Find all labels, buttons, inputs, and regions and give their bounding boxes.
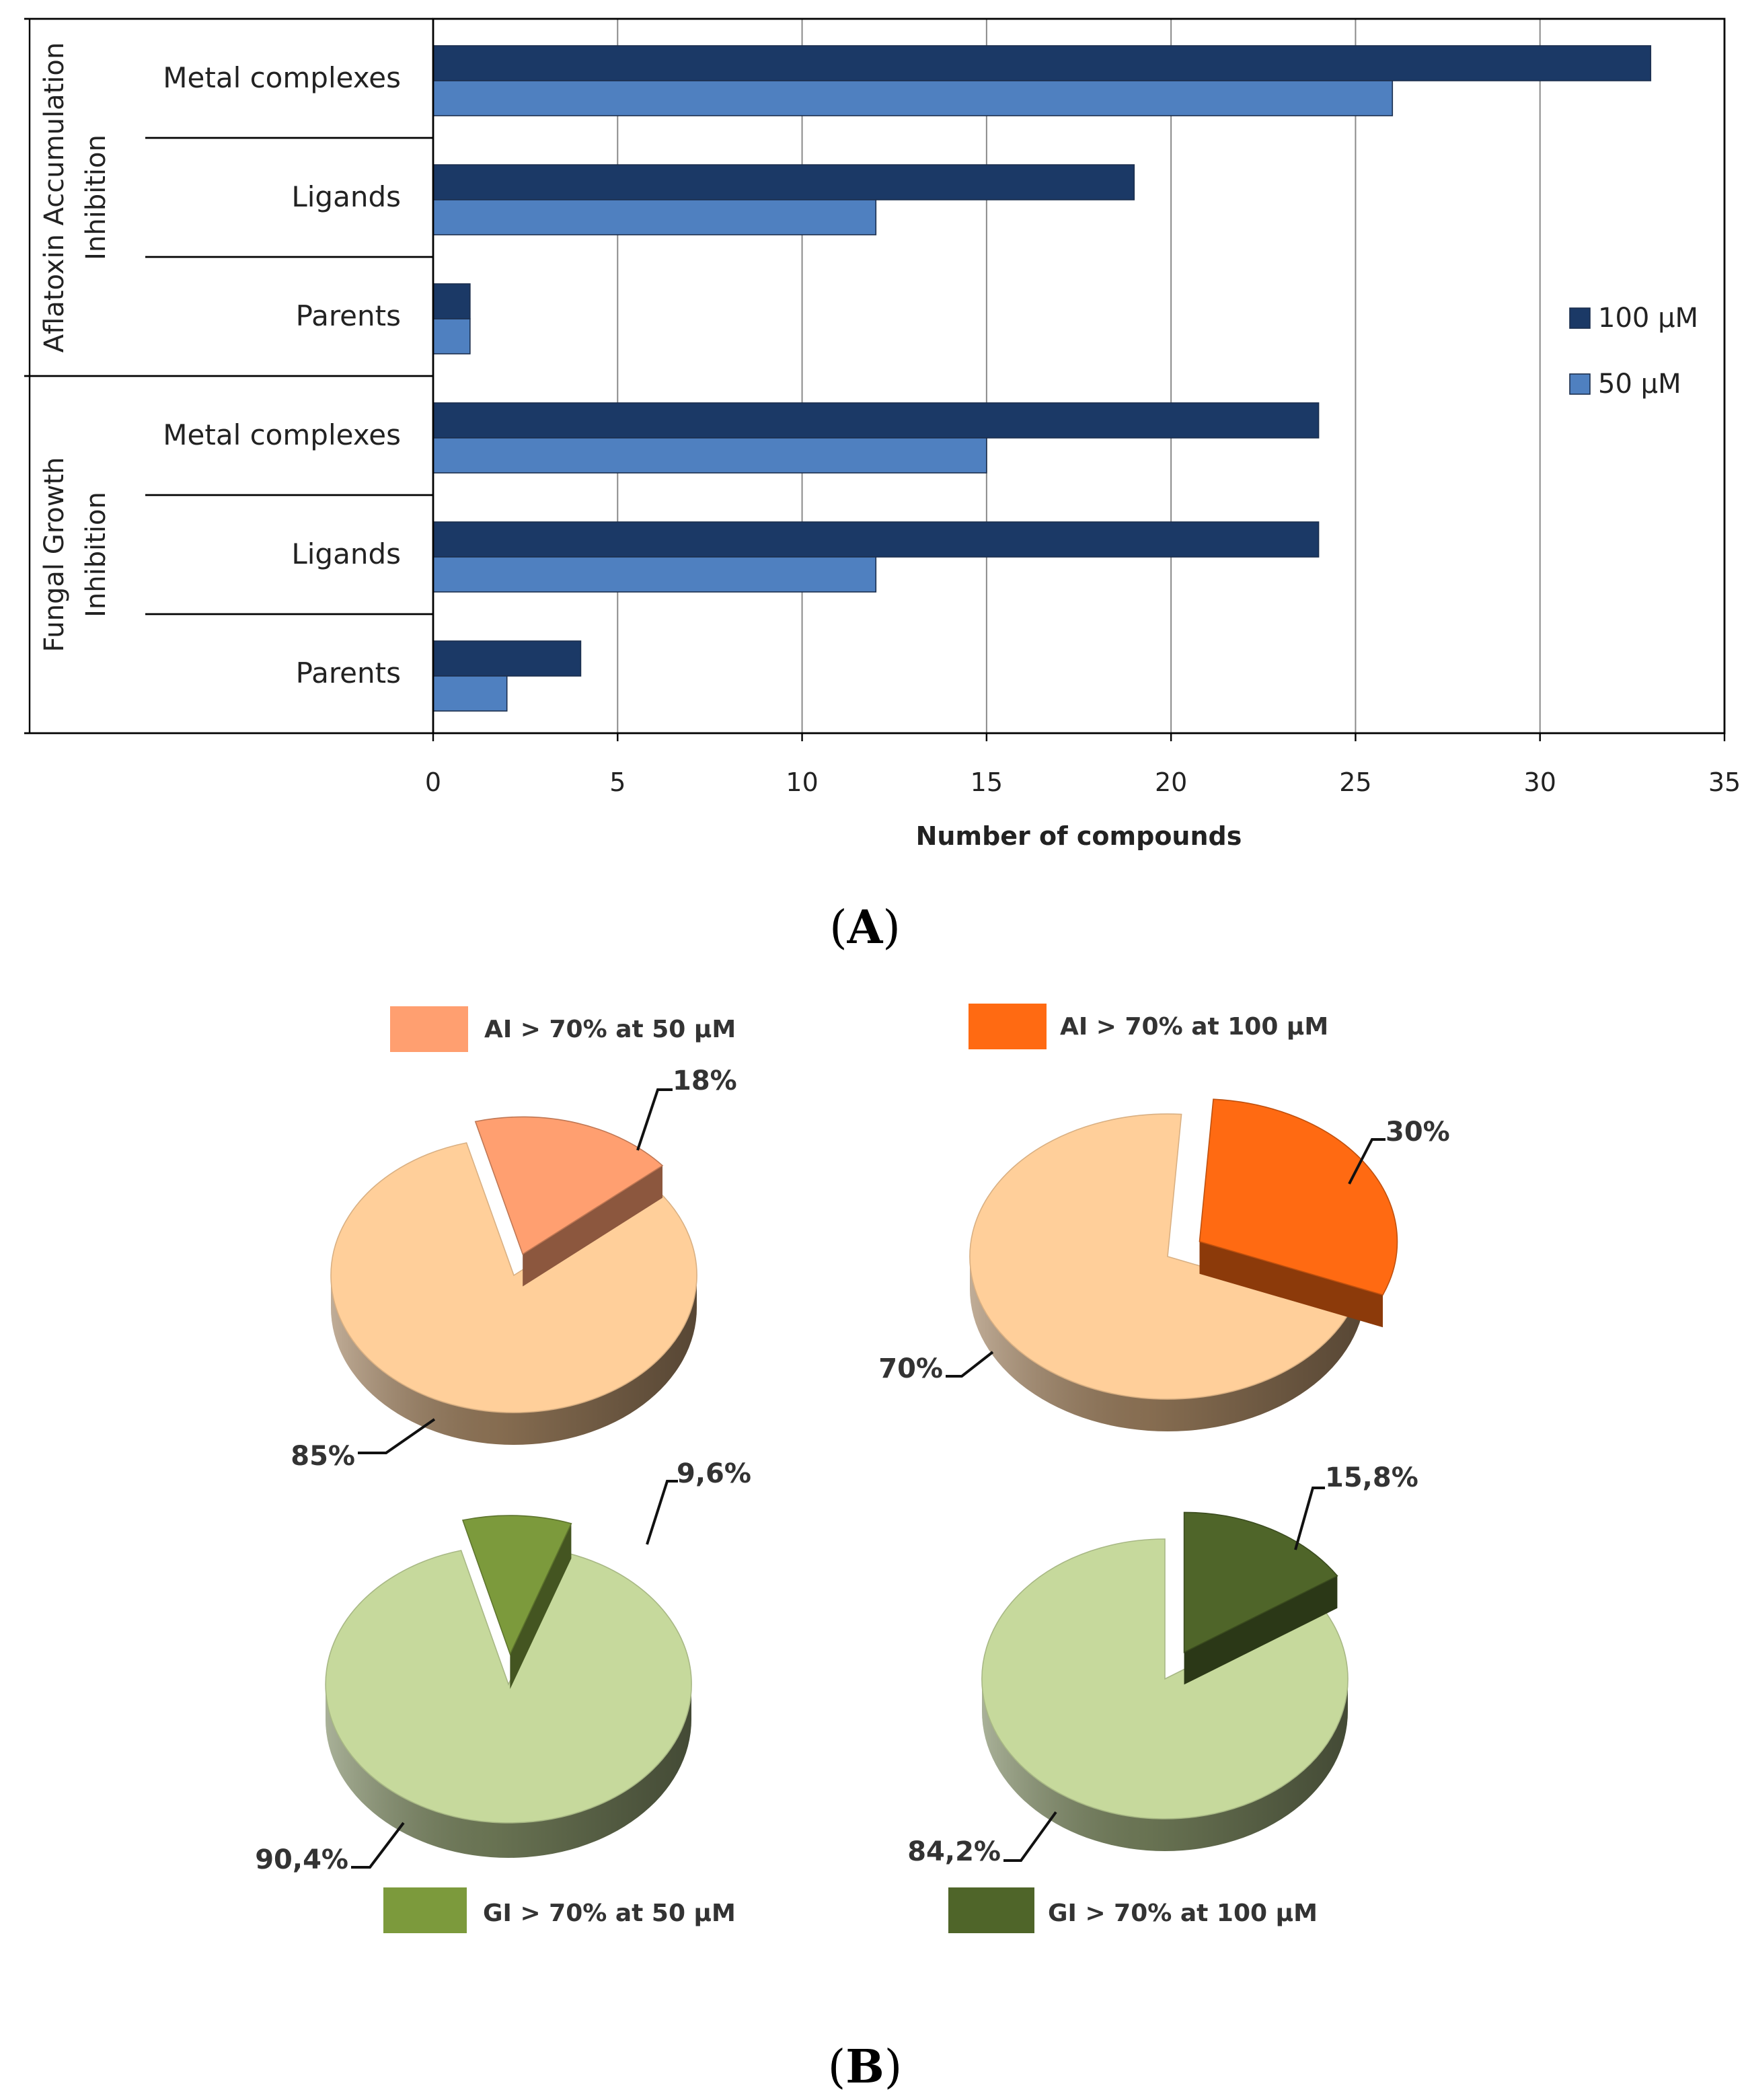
bar-50-row-2 [432,318,471,354]
x-tick-label: 25 [1339,767,1371,797]
leader-line [946,1351,994,1378]
x-tick-label: 30 [1524,767,1556,797]
pie-chart: 18% 85% AI > 70% at 50 µM [291,1006,737,1472]
bar-legend: 100 µM 50 µM [1569,303,1698,400]
pie-slice-accent-group [474,1116,664,1287]
leader-line [636,1088,673,1151]
pie-slice-main [325,1550,692,1824]
x-tick-label: 10 [786,767,818,797]
pie-slice-accent-group [1183,1511,1338,1685]
leader-line [1003,1811,1057,1862]
slice-label: 90,4% [255,1844,348,1875]
pie-slice-accent [1183,1511,1338,1653]
bar-50-row-3 [432,437,987,474]
bar-50-row-0 [432,80,1394,116]
pie-legend-label: GI > 70% at 100 µM [1048,1900,1318,1927]
group-label: Inhibition [81,492,112,617]
bar-100-row-3 [432,402,1320,439]
category-label: Metal complexes [163,61,401,94]
bar-100-row-5 [432,640,582,677]
bars [432,45,1652,712]
legend-label: 100 µM [1598,303,1698,334]
slice-label: 18% [673,1065,737,1096]
pie-slice-accent-side [510,1524,572,1690]
legend-swatch [1569,307,1591,329]
leader-line [646,1480,678,1545]
pie-depth-shade [970,1257,1365,1431]
slice-label: 15,8% [1325,1462,1418,1493]
category-label: Parents [296,299,401,332]
pie-legend-label: AI > 70% at 100 µM [1060,1013,1328,1041]
bar-50-row-5 [432,675,508,712]
x-axis-label: Number of compounds [916,821,1242,851]
pie-charts: 18% 85% AI > 70% at 50 µM 30% 70% AI > 70% at… [255,1004,1450,1933]
bar-100-row-4 [432,521,1320,558]
pie-slice-accent-side [1199,1241,1383,1328]
bar-chart: Metal complexes Ligands Parents Metal compl… [24,17,1741,851]
pie-legend-swatch [383,1887,467,1933]
plot-border [432,17,1726,735]
pie-legend-swatch [390,1006,468,1052]
pie-depth-shade [982,1679,1348,1851]
bar-50-row-4 [432,556,877,593]
pie-legend-label: GI > 70% at 50 µM [483,1900,736,1927]
panel-label-b: (B) [828,2040,903,2093]
group-labels: Aflatoxin Accumulation Inhibition Fungal G… [39,42,112,652]
pie-legend-label: AI > 70% at 50 µM [484,1016,736,1043]
pie-depth-shade [331,1275,697,1445]
pie-slice-accent-side [523,1165,662,1287]
x-tick-labels: 0 5 10 15 20 25 30 35 [425,767,1741,797]
slice-label: 84,2% [907,1836,1001,1867]
category-labels: Metal complexes Ligands Parents Metal compl… [163,61,401,689]
leader-line [1294,1487,1325,1550]
legend-label: 50 µM [1598,369,1681,400]
pie-chart: 30% 70% AI > 70% at 100 µM [878,1004,1450,1431]
x-tick-label: 15 [971,767,1003,797]
bar-100-row-0 [432,45,1652,81]
leader-line [351,1822,405,1869]
pie-chart: 9,6% 90,4% GI > 70% at 50 µM [255,1458,751,1933]
pie-slice-accent-side [1184,1575,1338,1685]
pie-slice-main [969,1113,1352,1400]
slice-label: 30% [1386,1117,1450,1148]
pie-legend-swatch [969,1004,1047,1049]
pie-slice-accent-group [1199,1098,1398,1328]
category-label: Parents [296,657,401,689]
pie-slice-accent [1199,1098,1398,1296]
panel-label-a: (A) [829,901,901,954]
pie-slice-main [330,1142,697,1413]
bar-100-row-1 [432,164,1135,200]
gridlines [617,19,1541,733]
x-tick-label: 35 [1708,767,1741,797]
group-label: Aflatoxin Accumulation [39,42,70,352]
bar-100-row-2 [432,283,471,320]
x-tick-label: 20 [1155,767,1187,797]
chart-frame [24,17,1726,741]
slice-label: 70% [878,1353,943,1384]
category-label: Metal complexes [163,418,401,451]
leader-line [1348,1138,1386,1185]
leader-line [358,1418,436,1454]
pie-chart: 15,8% 84,2% GI > 70% at 100 µM [907,1462,1418,1933]
pie-slice-accent [474,1116,664,1255]
group-label: Fungal Growth [39,457,70,652]
pie-depth-shade [326,1684,691,1858]
category-label: Ligands [291,180,401,213]
category-label: Ligands [291,537,401,570]
slice-label: 85% [291,1441,355,1472]
pie-legend-swatch [948,1887,1034,1933]
pie-slice-main [981,1538,1349,1820]
bar-50-row-1 [432,199,877,235]
pie-slice-accent-group [461,1515,572,1690]
pie-slice-accent [461,1515,572,1656]
x-tick-label: 5 [609,767,625,797]
slice-label: 9,6% [677,1458,751,1489]
group-label: Inhibition [81,135,112,260]
legend-swatch [1569,373,1591,395]
x-tick-label: 0 [425,767,441,797]
